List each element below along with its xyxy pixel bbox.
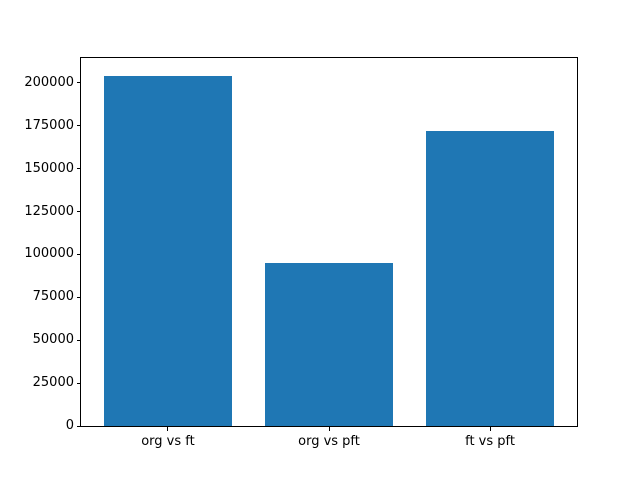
x-tick-mark [489,427,491,431]
y-tick-label: 100000 [24,246,74,262]
y-tick-label: 75000 [32,289,74,305]
y-tick-mark [77,253,81,255]
y-tick-label: 0 [65,418,74,433]
y-tick-mark [77,339,81,341]
y-tick-mark [77,82,81,84]
bar [264,263,394,426]
y-tick-label: 200000 [24,74,74,90]
x-tick-label: ft vs pft [465,434,515,449]
y-tick-label: 125000 [24,203,74,219]
y-tick-mark [77,296,81,298]
y-tick-mark [77,382,81,384]
x-tick-mark [167,427,169,431]
y-tick-label: 175000 [24,117,74,133]
y-tick-mark [77,125,81,127]
x-tick-label: org vs pft [298,434,360,449]
x-tick-mark [328,427,330,431]
y-tick-mark [77,425,81,427]
x-tick-label: org vs ft [141,434,195,449]
bar [425,130,555,426]
y-tick-label: 150000 [24,160,74,176]
y-tick-mark [77,211,81,213]
y-tick-mark [77,168,81,170]
y-tick-label: 50000 [32,332,74,348]
bar [103,76,233,426]
y-tick-label: 25000 [32,375,74,391]
